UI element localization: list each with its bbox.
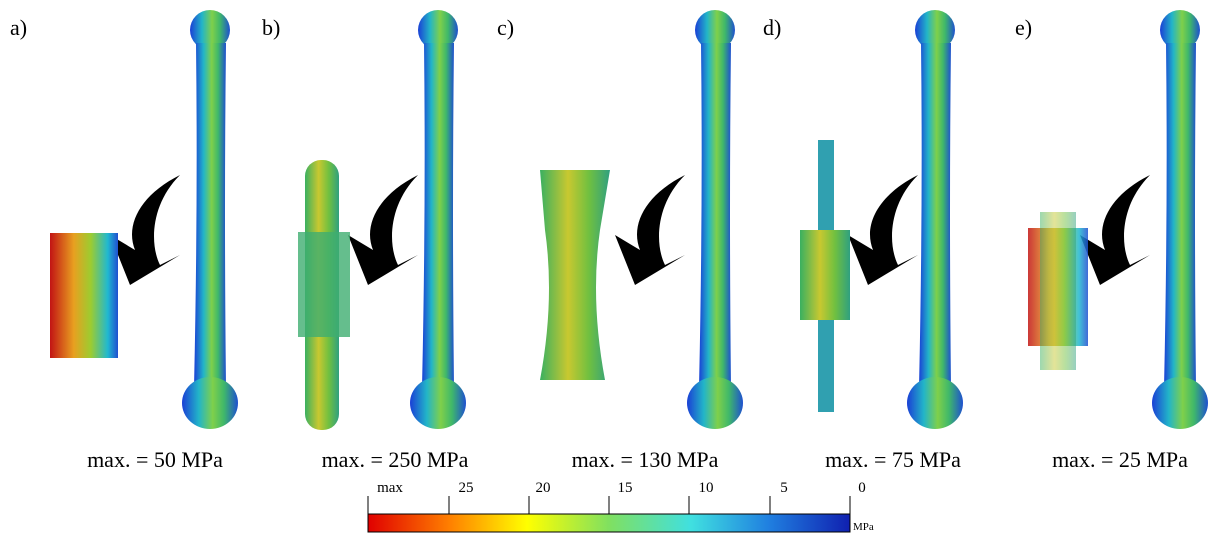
colorbar-label: 5 — [780, 480, 788, 496]
implant — [540, 170, 610, 380]
panel-label: c) — [497, 15, 514, 40]
arrow — [615, 175, 685, 285]
bone — [907, 10, 963, 429]
colorbar-label: max — [377, 480, 403, 496]
panel-label: a) — [10, 15, 27, 40]
figure: a) b) c) d) e) max. = 50 MPa max. = 250 … — [0, 0, 1220, 538]
implant — [298, 232, 350, 337]
bone — [687, 10, 743, 429]
caption: max. = 250 MPa — [322, 447, 469, 472]
implant — [800, 230, 850, 320]
implant — [50, 233, 118, 358]
colorbar-label: 0 — [858, 480, 866, 496]
panel-label: b) — [262, 15, 280, 40]
colorbar-label: 20 — [536, 480, 551, 496]
bone — [1152, 10, 1208, 429]
caption: max. = 25 MPa — [1052, 447, 1188, 472]
arrow — [348, 175, 418, 285]
arrow — [110, 175, 180, 285]
bone — [182, 10, 238, 429]
panel-label: d) — [763, 15, 781, 40]
colorbar — [368, 514, 850, 532]
panel-label: e) — [1015, 15, 1032, 40]
arrow — [1080, 175, 1150, 285]
caption: max. = 130 MPa — [572, 447, 719, 472]
bone — [410, 10, 466, 429]
caption: max. = 50 MPa — [87, 447, 223, 472]
arrow — [848, 175, 918, 285]
colorbar-label: 25 — [459, 480, 474, 496]
caption: max. = 75 MPa — [825, 447, 961, 472]
colorbar-unit: MPa — [853, 521, 874, 533]
implant — [1040, 212, 1076, 370]
colorbar-ticks — [368, 496, 850, 514]
colorbar-label: 10 — [699, 480, 714, 496]
colorbar-label: 15 — [618, 480, 633, 496]
